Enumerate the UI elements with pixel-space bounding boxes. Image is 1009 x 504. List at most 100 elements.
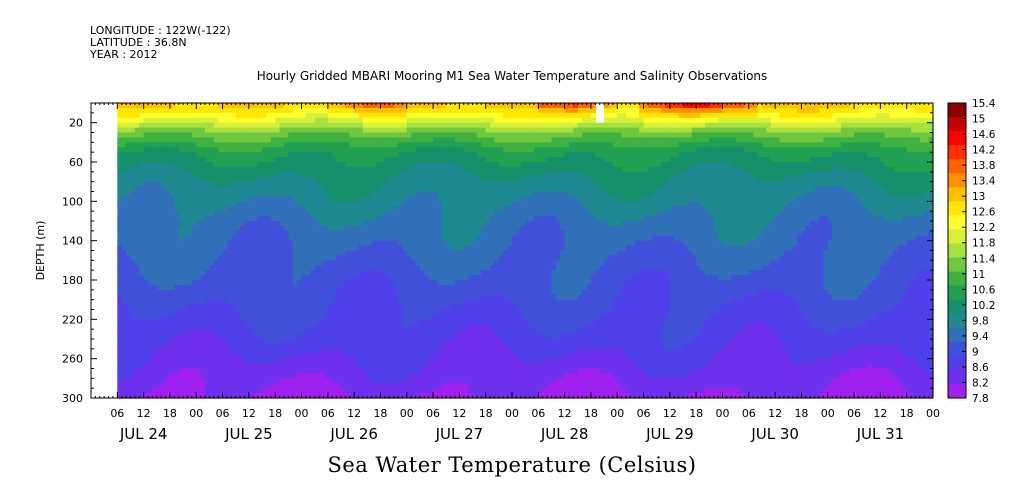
heatmap-cell <box>213 309 219 316</box>
heatmap-cell <box>262 117 268 124</box>
heatmap-cell <box>148 250 153 257</box>
heatmap-cell <box>134 112 140 119</box>
heatmap-cell <box>468 211 474 217</box>
heatmap-cell <box>349 245 355 252</box>
heatmap-cell <box>446 299 452 306</box>
heatmap-cell <box>187 132 193 139</box>
heatmap-cell <box>319 378 325 384</box>
heatmap-cell <box>384 225 390 232</box>
heatmap-cell <box>244 299 250 306</box>
heatmap-cell <box>288 171 294 178</box>
heatmap-cell <box>376 368 382 375</box>
heatmap-cell <box>279 157 285 163</box>
heatmap-cell <box>389 368 395 375</box>
heatmap-cell <box>393 196 399 202</box>
heatmap-cell <box>323 221 329 227</box>
heatmap-cell <box>130 383 136 389</box>
heatmap-cell <box>156 103 162 109</box>
heatmap-cell <box>279 275 285 281</box>
heatmap-cell <box>117 107 123 114</box>
heatmap-cell <box>476 147 482 153</box>
heatmap-cell <box>472 127 478 134</box>
heatmap-cell <box>165 221 171 227</box>
heatmap-cell <box>340 353 346 360</box>
heatmap-cell <box>130 299 136 306</box>
heatmap-cell <box>222 206 228 212</box>
heatmap-cell <box>354 191 360 198</box>
heatmap-cell <box>126 299 132 306</box>
heatmap-cell <box>235 289 241 296</box>
heatmap-cell <box>178 270 184 276</box>
heatmap-cell <box>253 329 259 335</box>
heatmap-cell <box>275 171 281 178</box>
heatmap-cell <box>463 152 469 158</box>
heatmap-cell <box>327 191 333 198</box>
heatmap-cell <box>235 196 241 202</box>
heatmap-cell <box>178 393 184 399</box>
heatmap-cell <box>314 216 320 222</box>
heatmap-cell <box>231 255 237 261</box>
heatmap-cell <box>218 270 224 276</box>
heatmap-cell <box>279 363 285 370</box>
heatmap-cell <box>231 314 237 320</box>
heatmap-cell <box>209 157 215 163</box>
heatmap-cell <box>376 265 382 271</box>
heatmap-cell <box>340 176 346 183</box>
heatmap-cell <box>358 107 364 114</box>
heatmap-cell <box>152 280 158 286</box>
heatmap-cell <box>262 373 268 379</box>
heatmap-cell <box>156 383 162 389</box>
heatmap-cell <box>406 107 412 114</box>
heatmap-cell <box>428 363 434 370</box>
heatmap-cell <box>376 221 382 227</box>
heatmap-cell <box>389 235 395 242</box>
heatmap-cell <box>415 250 421 257</box>
heatmap-cell <box>358 201 364 207</box>
heatmap-cell <box>117 339 123 345</box>
heatmap-cell <box>450 343 456 350</box>
heatmap-cell <box>270 107 276 114</box>
heatmap-cell <box>121 383 127 389</box>
heatmap-cell <box>362 324 368 330</box>
heatmap-cell <box>362 304 368 311</box>
heatmap-cell <box>314 176 320 183</box>
heatmap-cell <box>200 358 206 365</box>
heatmap-cell <box>393 339 399 345</box>
heatmap-cell <box>332 245 338 252</box>
heatmap-cell <box>248 245 254 252</box>
heatmap-cell <box>468 230 474 237</box>
heatmap-cell <box>187 358 193 365</box>
heatmap-cell <box>253 216 259 222</box>
heatmap-cell <box>222 363 228 370</box>
heatmap-cell <box>310 230 316 237</box>
heatmap-cell <box>389 166 395 173</box>
heatmap-cell <box>121 112 127 119</box>
heatmap-cell <box>367 373 373 379</box>
heatmap-cell <box>332 329 338 335</box>
heatmap-cell <box>380 107 386 114</box>
heatmap-cell <box>248 107 254 114</box>
heatmap-cell <box>428 206 434 212</box>
heatmap-cell <box>292 137 298 143</box>
heatmap-cell <box>367 171 373 178</box>
heatmap-cell <box>310 191 316 198</box>
heatmap-cell <box>450 162 456 168</box>
heatmap-cell <box>218 162 224 168</box>
heatmap-cell <box>463 137 469 143</box>
heatmap-cell <box>156 393 162 399</box>
heatmap-cell <box>297 255 303 261</box>
heatmap-cell <box>305 329 311 335</box>
heatmap-cell <box>371 393 377 399</box>
heatmap-cell <box>134 265 140 271</box>
heatmap-cell <box>235 348 241 355</box>
heatmap-cell <box>235 107 241 114</box>
heatmap-cell <box>314 107 320 114</box>
heatmap-cell <box>266 211 272 217</box>
heatmap-cell <box>323 117 329 124</box>
heatmap-cell <box>437 314 443 320</box>
heatmap-cell <box>411 211 417 217</box>
heatmap-cell <box>446 289 452 296</box>
heatmap-cell <box>226 383 232 389</box>
heatmap-cell <box>156 255 162 261</box>
heatmap-cell <box>121 324 127 330</box>
